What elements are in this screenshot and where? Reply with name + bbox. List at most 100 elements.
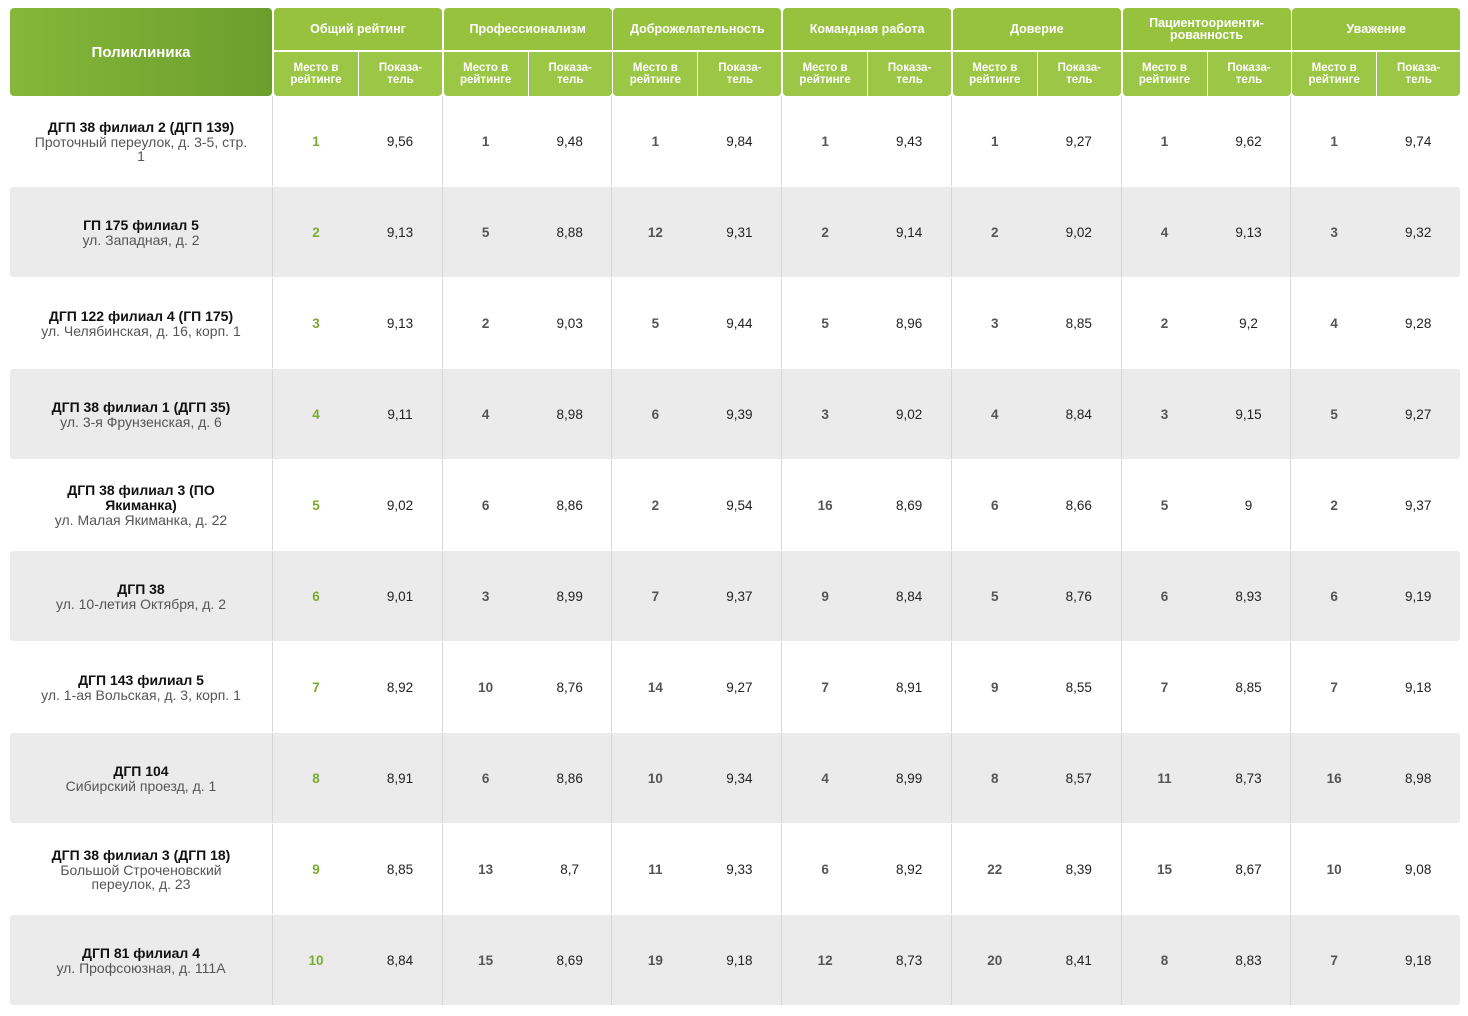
rank-cell: 4 bbox=[312, 406, 320, 422]
polyclinic-address: ул. 10-летия Октября, д. 2 bbox=[56, 595, 226, 612]
header-group-title: Уважение bbox=[1292, 8, 1461, 50]
value-cell: 8,41 bbox=[1065, 952, 1092, 968]
column-divider bbox=[272, 96, 273, 186]
value-cell: 8,73 bbox=[1235, 770, 1262, 786]
column-divider bbox=[1290, 278, 1292, 368]
column-divider bbox=[1290, 733, 1292, 823]
column-divider bbox=[441, 551, 443, 641]
rank-cell: 11 bbox=[1157, 770, 1172, 786]
value-cell: 8,55 bbox=[1065, 679, 1092, 695]
rank-cell: 12 bbox=[647, 224, 663, 240]
value-cell: 8,91 bbox=[895, 679, 923, 695]
value-cell: 9,39 bbox=[726, 406, 753, 422]
polyclinic-cell: ДГП 104 Сибирский проезд, д. 1 bbox=[10, 733, 272, 823]
column-divider bbox=[272, 824, 273, 914]
table-row: ДГП 38 филиал 1 (ДГП 35) ул. 3-я Фрунзенс… bbox=[10, 369, 1460, 459]
value-cell: 9,19 bbox=[1405, 588, 1432, 604]
value-cell: 9,13 bbox=[386, 224, 414, 240]
rank-cell: 3 bbox=[481, 588, 490, 604]
column-divider bbox=[781, 96, 783, 186]
rank-cell: 10 bbox=[478, 679, 494, 695]
column-divider bbox=[781, 733, 783, 823]
header-group: Командная работа Место в рейтинге Показа- … bbox=[783, 8, 952, 96]
column-divider bbox=[781, 551, 783, 641]
rank-cell: 7 bbox=[1330, 952, 1338, 968]
polyclinic-cell: ГП 175 филиал 5 ул. Западная, д. 2 bbox=[10, 187, 272, 277]
rank-cell: 6 bbox=[1330, 588, 1338, 604]
table-row: ДГП 143 филиал 5 ул. 1-ая Вольская, д. 3,… bbox=[10, 642, 1460, 732]
column-divider bbox=[611, 551, 613, 641]
rank-cell: 7 bbox=[1160, 679, 1169, 695]
polyclinic-address: ул. Западная, д. 2 bbox=[82, 231, 200, 248]
column-divider bbox=[611, 460, 613, 550]
column-divider bbox=[781, 915, 783, 1005]
column-divider bbox=[1120, 915, 1122, 1005]
rank-cell: 14 bbox=[647, 679, 663, 695]
value-cell: 8,69 bbox=[895, 497, 923, 513]
value-cell: 8,39 bbox=[1065, 861, 1092, 877]
rank-cell: 8 bbox=[1160, 952, 1169, 968]
column-divider bbox=[781, 278, 783, 368]
value-cell: 9,34 bbox=[726, 770, 753, 786]
polyclinic-name: ДГП 38 филиал 3 (ДГП 18) bbox=[51, 846, 231, 863]
rank-cell: 3 bbox=[821, 406, 829, 422]
polyclinic-name: ДГП 143 филиал 5 bbox=[78, 671, 204, 688]
value-cell: 9,28 bbox=[1405, 315, 1432, 331]
rank-cell: 8 bbox=[312, 770, 320, 786]
header-sub-value: Показа- тель bbox=[868, 52, 952, 96]
column-divider bbox=[1290, 824, 1292, 914]
value-cell: 8,98 bbox=[556, 406, 583, 422]
rank-cell: 5 bbox=[1330, 406, 1338, 422]
header-group-title: Профессионализм bbox=[443, 8, 612, 50]
rank-cell: 10 bbox=[1326, 861, 1342, 877]
value-cell: 9,02 bbox=[386, 497, 414, 513]
column-divider bbox=[950, 460, 952, 550]
rank-cell: 1 bbox=[1160, 133, 1169, 149]
header-group: Пациентоориенти- рованность Место в рейти… bbox=[1122, 8, 1291, 96]
header-sub-rank: Место в рейтинге bbox=[783, 52, 868, 96]
polyclinic-cell: ДГП 38 филиал 2 (ДГП 139) Проточный переу… bbox=[10, 96, 272, 186]
rank-cell: 15 bbox=[1156, 861, 1173, 877]
column-divider bbox=[611, 642, 613, 732]
column-divider bbox=[441, 278, 443, 368]
value-cell: 8,99 bbox=[895, 770, 923, 786]
value-cell: 8,84 bbox=[1065, 406, 1092, 422]
value-cell: 8,86 bbox=[556, 770, 583, 786]
value-cell: 8,85 bbox=[1065, 315, 1092, 331]
column-divider bbox=[781, 187, 783, 277]
value-cell: 8,92 bbox=[895, 861, 923, 877]
value-cell: 8,96 bbox=[895, 315, 923, 331]
rank-cell: 4 bbox=[821, 770, 829, 786]
rank-cell: 6 bbox=[481, 770, 490, 786]
rank-cell: 1 bbox=[821, 133, 829, 149]
value-cell: 9,18 bbox=[726, 952, 753, 968]
column-divider bbox=[272, 278, 273, 368]
polyclinic-cell: ДГП 38 филиал 3 (ПО Якиманка) ул. Малая Я… bbox=[10, 460, 272, 550]
value-cell: 9,15 bbox=[1235, 406, 1262, 422]
value-cell: 9,56 bbox=[386, 133, 414, 149]
column-divider bbox=[781, 369, 783, 459]
rank-cell: 4 bbox=[481, 406, 490, 422]
value-cell: 9,18 bbox=[1405, 679, 1432, 695]
rank-cell: 4 bbox=[991, 406, 999, 422]
value-cell: 8,93 bbox=[1235, 588, 1262, 604]
polyclinic-name: ДГП 38 bbox=[117, 580, 165, 597]
rank-cell: 16 bbox=[817, 497, 833, 513]
rank-cell: 2 bbox=[991, 224, 999, 240]
value-cell: 8,91 bbox=[386, 770, 414, 786]
column-divider bbox=[950, 96, 952, 186]
column-divider bbox=[950, 733, 952, 823]
rank-cell: 5 bbox=[821, 315, 829, 331]
rank-cell: 3 bbox=[1330, 224, 1338, 240]
value-cell: 8,99 bbox=[556, 588, 583, 604]
rank-cell: 15 bbox=[478, 952, 494, 968]
column-divider bbox=[1120, 642, 1122, 732]
rank-cell: 19 bbox=[647, 952, 663, 968]
column-divider bbox=[1290, 187, 1292, 277]
value-cell: 8,92 bbox=[386, 679, 414, 695]
value-cell: 9,11 bbox=[387, 406, 413, 422]
rank-cell: 3 bbox=[991, 315, 999, 331]
rank-cell: 5 bbox=[312, 497, 320, 513]
rank-cell: 1 bbox=[1330, 133, 1338, 149]
polyclinic-address: ул. Малая Якиманка, д. 22 bbox=[54, 512, 228, 528]
